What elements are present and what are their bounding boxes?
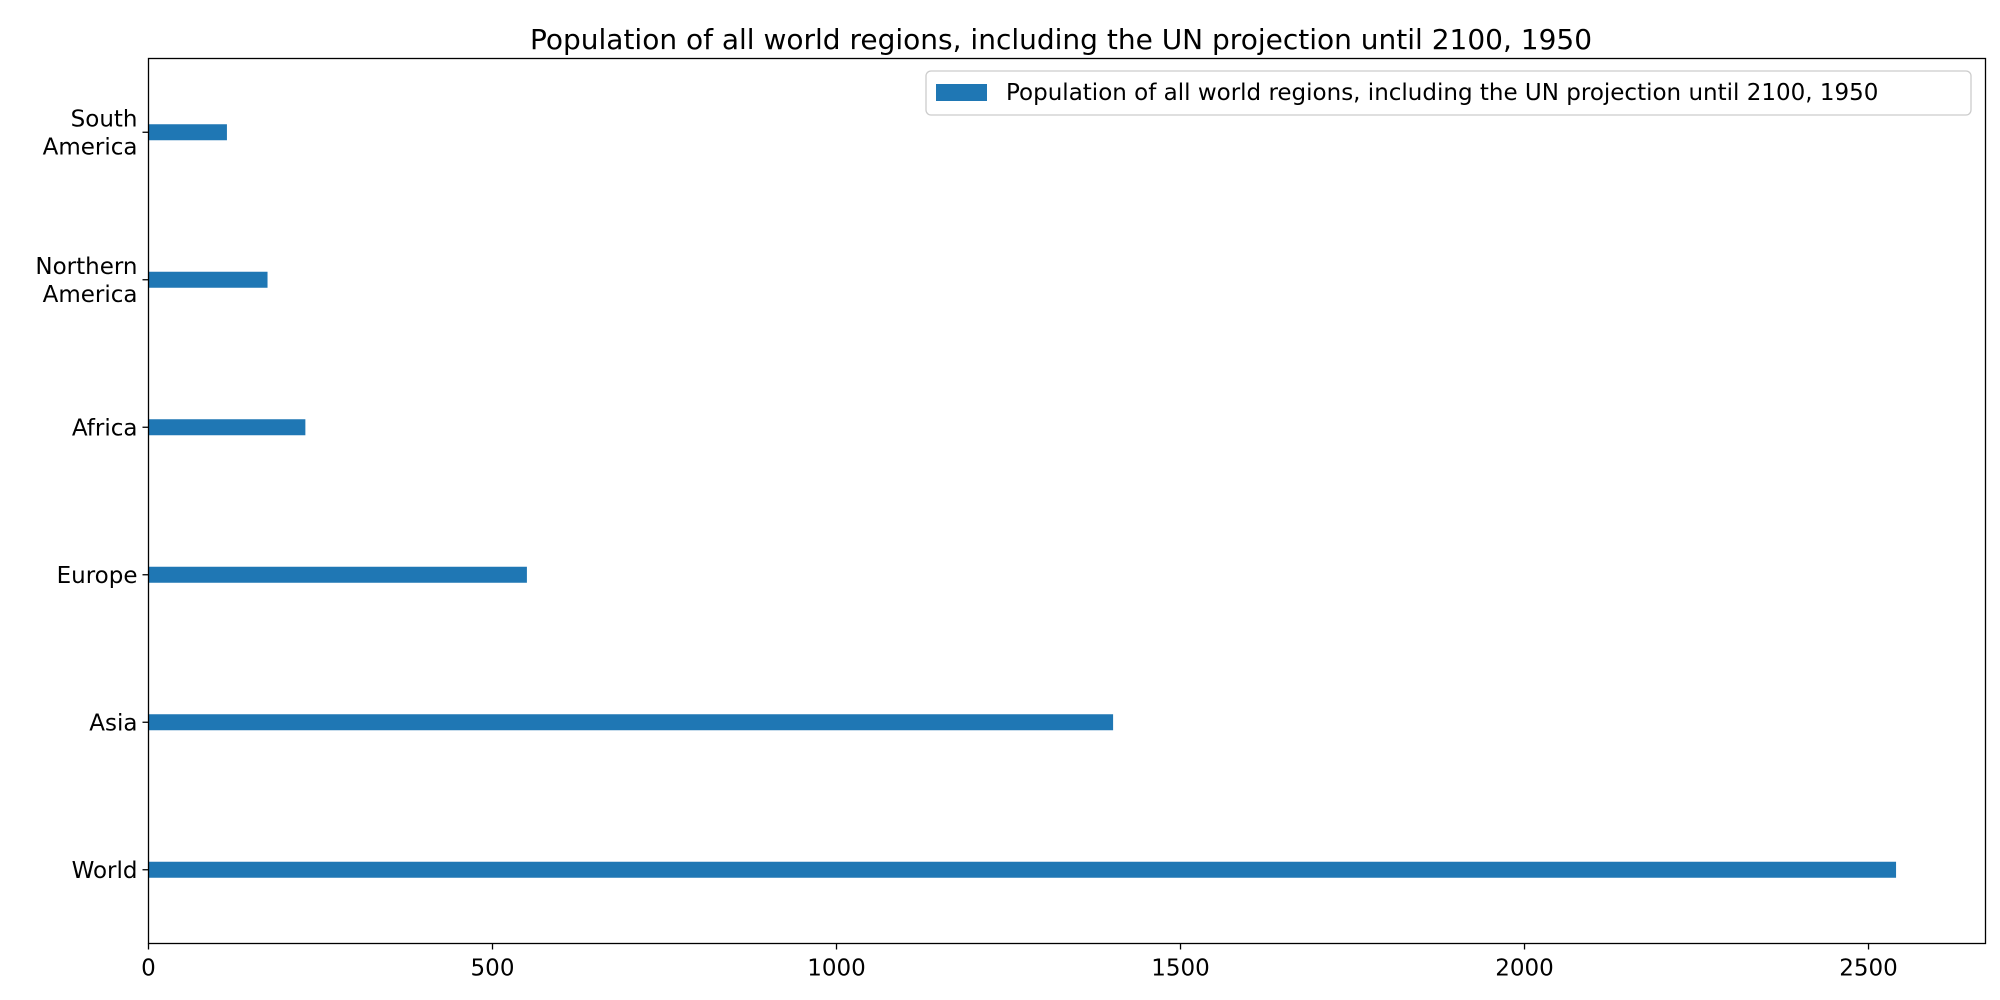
x-tick-label: 1500 (1151, 956, 1210, 982)
x-tick-label: 2000 (1495, 956, 1554, 982)
legend: Population of all world regions, includi… (925, 70, 1972, 116)
bars-group (148, 124, 1897, 878)
chart-title: Population of all world regions, includi… (530, 23, 1592, 56)
x-tick-label: 0 (141, 956, 156, 982)
bar-northern-america (148, 271, 268, 288)
legend-box (925, 70, 1972, 116)
y-tick-label: Asia (89, 710, 137, 736)
y-tick-label: South America (43, 106, 138, 160)
legend-swatch (936, 84, 987, 101)
bar-europe (148, 566, 527, 583)
bar-asia (148, 714, 1114, 731)
bar-south-america (148, 124, 227, 141)
x-tick-label: 500 (471, 956, 515, 982)
y-tick-label: World (72, 858, 138, 884)
y-axis-ticks: World Asia Europe Africa Northern America Sout… (35, 106, 149, 884)
bar-world (148, 861, 1897, 878)
y-tick-label: Europe (57, 563, 138, 589)
bar-africa (148, 419, 306, 436)
x-tick-label: 2500 (1839, 956, 1898, 982)
y-tick-label: Northern America (35, 254, 137, 308)
x-tick-label: 1000 (807, 956, 866, 982)
y-tick-label: Africa (72, 415, 138, 441)
legend-label: Population of all world regions, includi… (1006, 80, 1878, 106)
x-axis-ticks: 0 500 1000 1500 2000 2500 (141, 943, 1898, 982)
plot-frame (147, 57, 1987, 945)
